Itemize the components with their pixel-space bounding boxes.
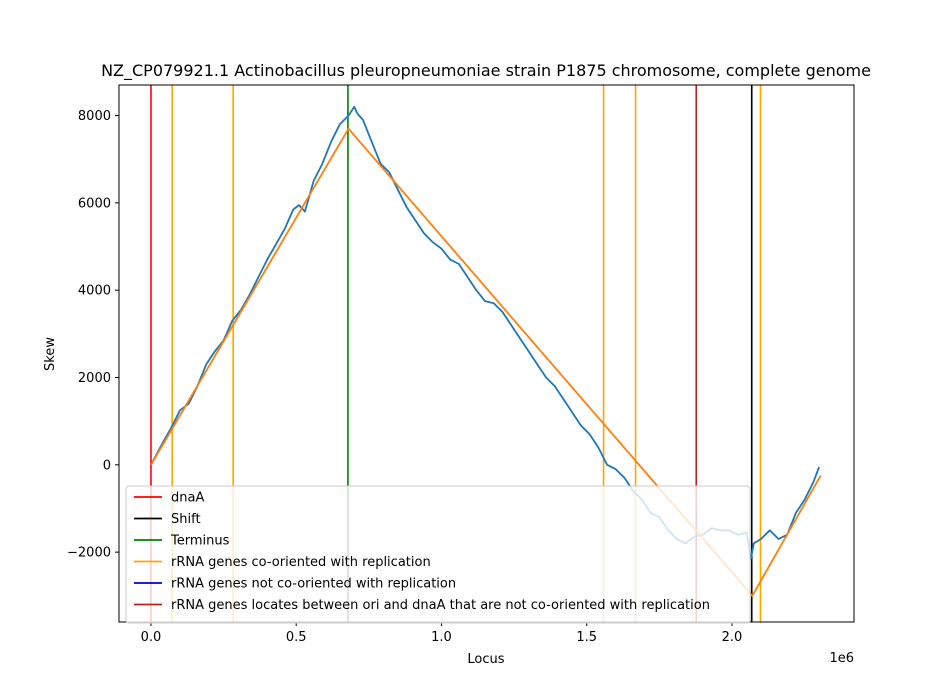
legend-label: rRNA genes not co-oriented with replicat… xyxy=(171,577,456,592)
x-tick-label: 2.0 xyxy=(722,630,743,645)
y-tick-label: 2000 xyxy=(78,371,111,386)
legend-label: dnaA xyxy=(171,491,204,506)
legend-label: Shift xyxy=(171,512,201,527)
y-tick-label: −2000 xyxy=(67,546,111,561)
x-tick-label: 1.0 xyxy=(431,630,452,645)
y-tick-label: 6000 xyxy=(78,196,111,211)
y-axis-label: Skew xyxy=(43,337,58,371)
axes: 0.0 0.5 1.0 1.5 2.0 −2000 0 2000 4000 6000 8000 xyxy=(67,84,855,645)
x-tick-label: 1.5 xyxy=(576,630,597,645)
x-tick-label: 0.5 xyxy=(286,630,307,645)
x-axis-offset-label: 1e6 xyxy=(829,651,854,666)
legend-box xyxy=(125,485,751,624)
fit-series-line xyxy=(150,127,822,597)
legend-label: Terminus xyxy=(170,534,230,549)
legend: dnaA Shift Terminus rRNA genes co-oriented … xyxy=(125,485,751,624)
y-tick-label: 0 xyxy=(103,458,111,473)
x-tick-label: 0.0 xyxy=(141,630,162,645)
chart-title: NZ_CP079921.1 Actinobacillus pleuropneum… xyxy=(101,61,871,81)
legend-label: rRNA genes locates between ori and dnaA … xyxy=(171,598,710,613)
y-tick-label: 4000 xyxy=(78,284,111,299)
x-axis-label: Locus xyxy=(467,652,504,667)
legend-label: rRNA genes co-oriented with replication xyxy=(171,555,431,570)
y-tick-label: 8000 xyxy=(78,109,111,124)
